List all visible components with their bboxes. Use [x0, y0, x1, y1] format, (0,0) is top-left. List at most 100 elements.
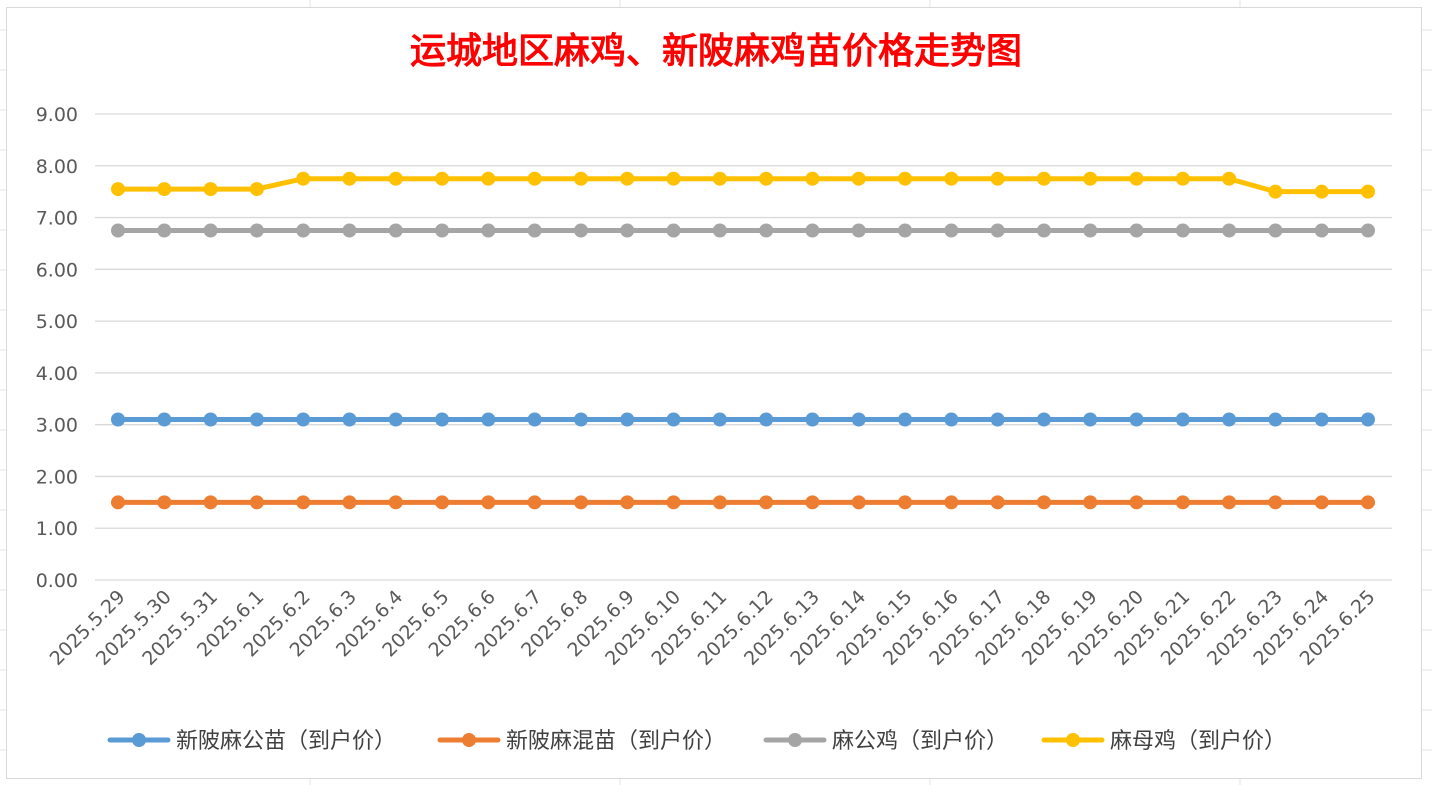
data-point [1175, 171, 1190, 186]
data-point [296, 495, 311, 510]
data-point [1361, 495, 1375, 510]
data-point [990, 412, 1005, 427]
data-point [1175, 223, 1190, 238]
data-point [342, 412, 357, 427]
data-point [898, 171, 913, 186]
data-point [1129, 495, 1144, 510]
data-point [388, 412, 403, 427]
data-point [573, 495, 588, 510]
data-point [1175, 495, 1190, 510]
data-point [1222, 412, 1237, 427]
data-point [1222, 223, 1237, 238]
data-point [342, 171, 357, 186]
data-point [759, 495, 774, 510]
legend-item: 麻公鸡（到户价） [763, 729, 1008, 754]
legend-marker [788, 733, 802, 747]
legend-marker [132, 733, 146, 747]
data-point [111, 182, 125, 197]
data-point [203, 495, 218, 510]
data-point [157, 223, 172, 238]
data-point [342, 223, 357, 238]
legend-item: 新陂麻公苗（到户价） [107, 729, 396, 754]
data-point [203, 223, 218, 238]
data-point [620, 412, 635, 427]
data-point [990, 223, 1005, 238]
data-point [111, 495, 125, 510]
legend-label: 新陂麻公苗（到户价） [176, 729, 396, 754]
data-point [111, 223, 125, 238]
data-point [898, 495, 913, 510]
data-point [1314, 495, 1329, 510]
data-point [805, 223, 820, 238]
data-point [1222, 171, 1237, 186]
data-point [1083, 223, 1098, 238]
data-point [249, 495, 264, 510]
data-point [944, 495, 959, 510]
data-point [481, 171, 496, 186]
data-point [1268, 412, 1283, 427]
series-4 [111, 171, 1375, 199]
series-2 [111, 495, 1375, 510]
data-point [759, 171, 774, 186]
data-point [203, 182, 218, 197]
data-point [1268, 184, 1283, 199]
data-point [1268, 495, 1283, 510]
data-point [1361, 223, 1375, 238]
data-point [666, 495, 681, 510]
data-point [990, 171, 1005, 186]
data-point [573, 223, 588, 238]
chart-area [6, 7, 1422, 779]
y-tick-label: 4.00 [36, 363, 78, 385]
y-tick-label: 6.00 [36, 259, 78, 281]
gridlines [95, 113, 1392, 581]
data-point [805, 412, 820, 427]
data-point [527, 171, 542, 186]
data-point [944, 223, 959, 238]
data-point [527, 495, 542, 510]
data-point [759, 412, 774, 427]
y-axis-ticks: 0.00 1.00 2.00 3.00 4.00 5.00 6.00 7.00 8.00 9.00 [36, 104, 78, 592]
y-tick-label: 0.00 [36, 570, 78, 592]
legend-label: 麻母鸡（到户价） [1110, 729, 1286, 754]
data-point [157, 495, 172, 510]
data-point [666, 171, 681, 186]
data-point [944, 412, 959, 427]
data-point [527, 412, 542, 427]
data-point [1314, 412, 1329, 427]
y-tick-label: 7.00 [36, 208, 78, 230]
data-point [898, 223, 913, 238]
y-tick-label: 5.00 [36, 311, 78, 333]
data-point [990, 495, 1005, 510]
data-point [1268, 223, 1283, 238]
data-point [1361, 184, 1375, 199]
legend-item: 新陂麻混苗（到户价） [437, 729, 726, 754]
data-point [481, 412, 496, 427]
data-point [435, 495, 450, 510]
data-point [296, 223, 311, 238]
y-tick-label: 3.00 [36, 415, 78, 437]
data-point [1083, 495, 1098, 510]
data-point [1314, 184, 1329, 199]
data-point [851, 412, 866, 427]
data-point [1083, 171, 1098, 186]
legend-marker [462, 733, 476, 747]
data-point [1129, 223, 1144, 238]
y-tick-label: 2.00 [36, 466, 78, 488]
data-point [944, 171, 959, 186]
data-point [1083, 412, 1098, 427]
data-point [1036, 412, 1051, 427]
data-point [1036, 171, 1051, 186]
series-3 [111, 223, 1375, 238]
data-point [759, 223, 774, 238]
data-point [111, 412, 125, 427]
series-lines [111, 171, 1375, 510]
data-point [851, 171, 866, 186]
y-tick-label: 9.00 [36, 104, 78, 126]
data-point [1036, 223, 1051, 238]
data-point [1129, 412, 1144, 427]
data-point [573, 412, 588, 427]
data-point [898, 412, 913, 427]
data-point [296, 412, 311, 427]
data-point [712, 171, 727, 186]
